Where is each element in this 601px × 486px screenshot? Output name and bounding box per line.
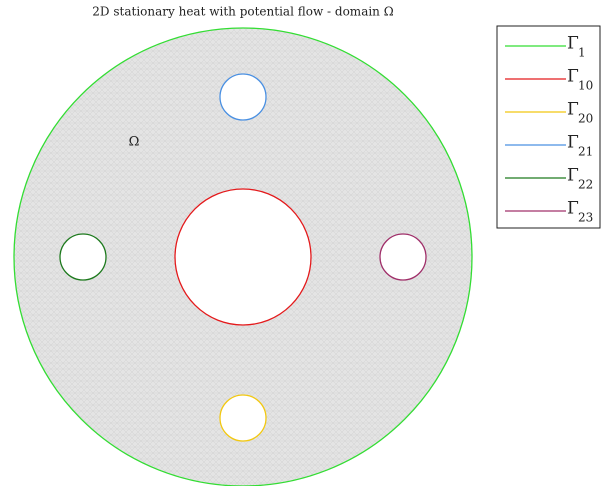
title: 2D stationary heat with potential flow -… [92,5,393,19]
legend: Γ 1Γ 10Γ 20Γ 21Γ 22Γ 23 [505,34,593,225]
boundary [219,394,267,442]
domain-label: Ω [129,135,140,150]
legend-symbol: Γ [567,166,579,186]
hole [380,234,426,280]
legend-subscript: 10 [578,79,593,93]
boundary [13,27,473,486]
legend-symbol: Γ [567,100,579,120]
boundary [379,233,427,281]
hole [220,74,266,120]
legend-symbol: Γ [567,133,579,153]
boundary [174,188,312,326]
legend-symbol: Γ [567,199,579,219]
legend-subscript: 23 [578,211,593,225]
legend-box [496,25,601,229]
hole [220,395,266,441]
legend-subscript: 22 [578,178,593,192]
boundary [59,233,107,281]
hole [175,189,311,325]
legend-symbol: Γ [567,34,579,54]
legend-symbol: Γ [567,67,579,87]
legend-subscript: 20 [578,112,593,126]
domain [13,27,473,486]
legend-subscript: 21 [578,145,593,159]
boundary [219,73,267,121]
hole [60,234,106,280]
legend-subscript: 1 [578,46,586,60]
